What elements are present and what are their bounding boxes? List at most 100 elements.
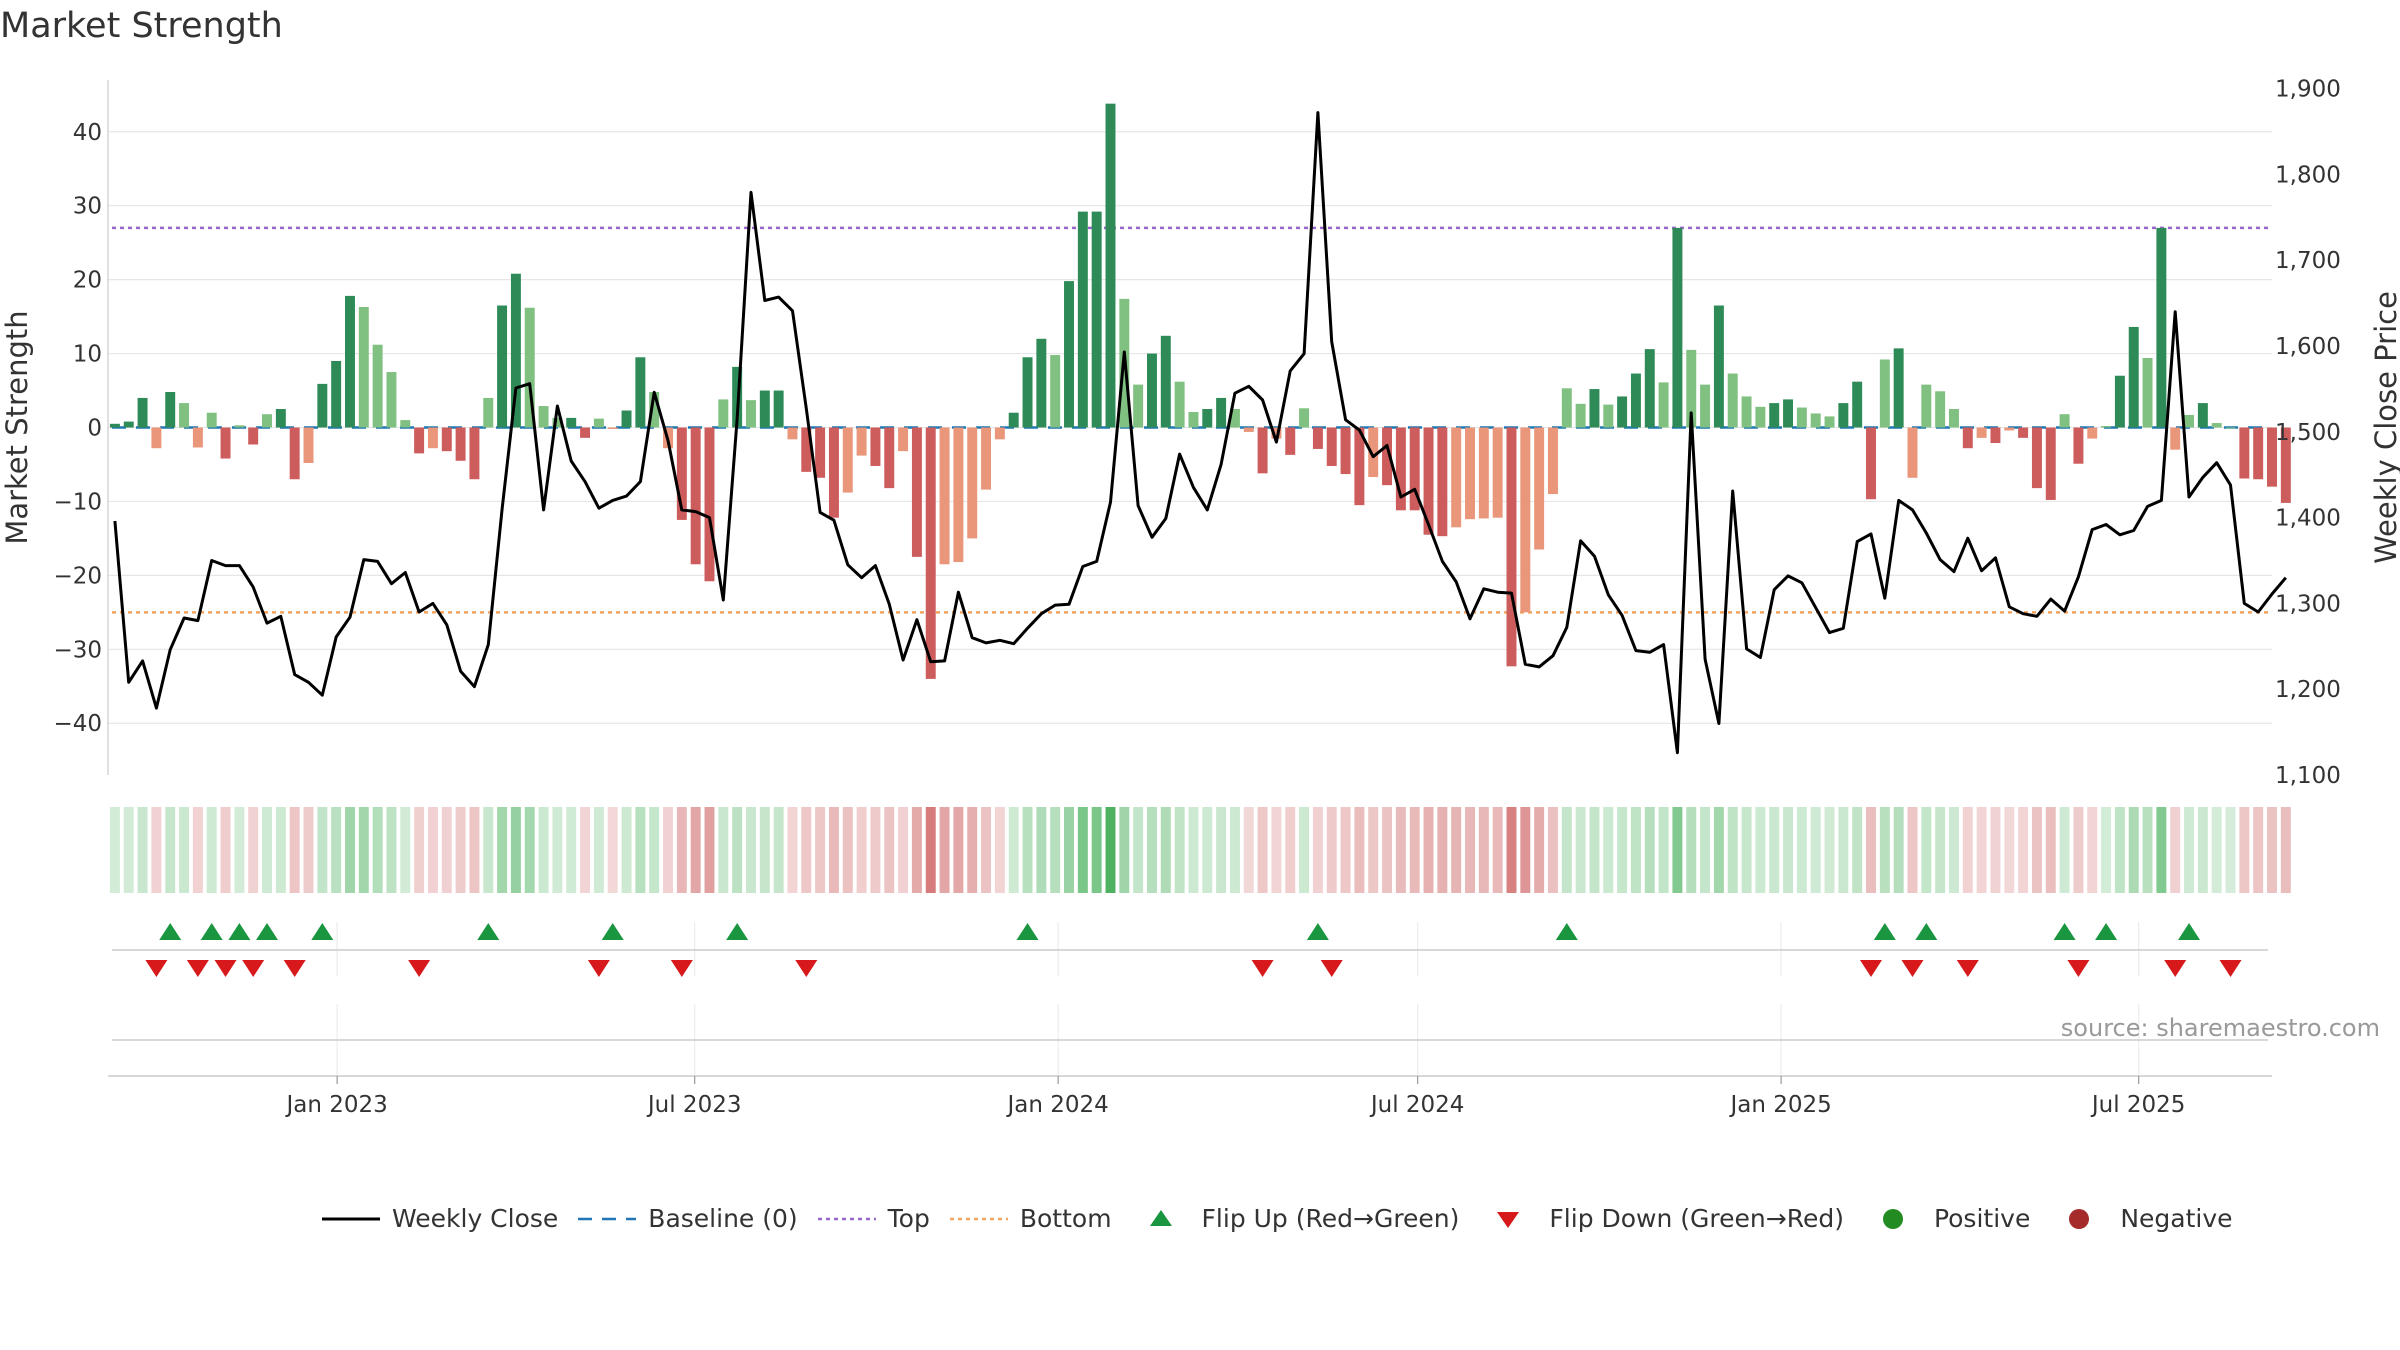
heat-cell xyxy=(1686,807,1697,893)
heat-cell xyxy=(2280,807,2291,893)
heat-cell xyxy=(441,807,452,893)
heat-cell xyxy=(469,807,480,893)
flip-up-marker xyxy=(200,923,223,940)
strength-bar xyxy=(1534,427,1545,550)
flip-down-marker xyxy=(1860,960,1883,977)
heat-cell xyxy=(1838,807,1849,893)
legend-item-flip-down: Flip Down (Green→Red) xyxy=(1479,1204,1844,1233)
strength-bar xyxy=(1188,411,1199,428)
heat-cell xyxy=(2156,807,2167,893)
heat-cell xyxy=(179,807,190,893)
heat-cell xyxy=(870,807,881,893)
heat-cell xyxy=(663,807,673,893)
strength-bar xyxy=(1907,427,1918,478)
strength-bar xyxy=(2253,427,2264,480)
strength-bar xyxy=(2225,427,2236,429)
heat-cell xyxy=(704,807,715,893)
strength-bar xyxy=(1962,427,1973,449)
heat-cell xyxy=(911,807,922,893)
heat-cell xyxy=(2128,807,2139,893)
strength-bar xyxy=(1755,406,1766,428)
right-axis-title: Weekly Close Price xyxy=(2369,291,2400,564)
strength-bar xyxy=(1630,373,1641,428)
negative-dot-icon xyxy=(2069,1208,2090,1229)
flip-up-marker xyxy=(2053,923,2076,940)
heat-cell xyxy=(1022,807,1033,893)
strength-bar xyxy=(1299,408,1310,428)
flip-up-marker xyxy=(601,923,624,940)
flip-up-marker xyxy=(1016,923,1039,940)
strength-bar xyxy=(787,427,798,440)
strength-bar xyxy=(690,427,701,565)
strength-bar xyxy=(1465,427,1475,520)
heat-cell xyxy=(2087,807,2098,893)
flip-down-marker xyxy=(1320,960,1343,977)
strength-bar xyxy=(1008,412,1019,428)
heat-cell xyxy=(248,807,259,893)
right-tick-label: 1,800 xyxy=(2275,162,2341,188)
heat-cell xyxy=(828,807,839,893)
flip-up-marker xyxy=(159,923,182,940)
strength-bar xyxy=(372,344,383,428)
heat-cell xyxy=(2211,807,2222,893)
strength-bar xyxy=(1838,403,1849,428)
strength-bar xyxy=(1603,404,1614,428)
flip-down-icon xyxy=(1497,1211,1520,1228)
strength-bar xyxy=(497,305,508,428)
strength-bar xyxy=(1478,427,1489,519)
heat-cell xyxy=(994,807,1005,893)
heat-cell xyxy=(1368,807,1379,893)
date-tick-label: Jan 2025 xyxy=(1728,1092,1831,1118)
heat-cell xyxy=(2059,807,2070,893)
strength-bar xyxy=(414,427,425,454)
heat-cell xyxy=(1852,807,1863,893)
legend-bottom-swatch xyxy=(949,1217,1008,1220)
heat-cell xyxy=(1893,807,1904,893)
legend-top-label: Top xyxy=(887,1204,930,1233)
flip-down-marker xyxy=(1956,960,1979,977)
heat-cell xyxy=(2239,807,2250,893)
strength-bar xyxy=(1423,427,1434,535)
heat-cell xyxy=(414,807,425,893)
strength-bar xyxy=(331,360,342,428)
strength-bar xyxy=(1229,409,1240,428)
heat-cell xyxy=(317,807,328,893)
strength-bar xyxy=(953,427,964,563)
source-credit: source: sharemaestro.com xyxy=(2060,1014,2380,1042)
strength-bar xyxy=(607,427,618,429)
left-tick-label: 20 xyxy=(73,268,102,294)
strength-bar xyxy=(441,427,452,452)
strength-bar xyxy=(1105,103,1116,428)
left-tick-label: −40 xyxy=(53,711,102,737)
heat-cell xyxy=(137,807,148,893)
strength-bar xyxy=(345,295,355,428)
strength-bar xyxy=(2073,427,2084,464)
heat-cell xyxy=(1478,807,1489,893)
strength-bar xyxy=(2018,427,2029,438)
strength-bar xyxy=(192,427,203,448)
heat-cell xyxy=(2197,807,2208,893)
heat-cell xyxy=(953,807,964,893)
heat-cell xyxy=(2142,807,2153,893)
heat-cell xyxy=(593,807,604,893)
heat-cell xyxy=(1810,807,1821,893)
strength-bar xyxy=(1948,409,1959,428)
heat-cell xyxy=(1451,807,1462,893)
strength-bar xyxy=(676,427,687,520)
flip-up-marker xyxy=(2178,923,2201,940)
strength-bar xyxy=(1935,391,1946,428)
strength-bar xyxy=(898,427,909,452)
legend-item-baseline: Baseline (0) xyxy=(578,1204,798,1233)
right-tick-label: 1,100 xyxy=(2275,763,2341,789)
strength-bar xyxy=(649,392,660,428)
flip-up-marker xyxy=(228,923,251,940)
strength-bar xyxy=(1727,373,1738,428)
left-tick-label: −10 xyxy=(53,489,102,515)
strength-bar xyxy=(925,427,936,679)
heat-cell xyxy=(1091,807,1102,893)
heat-cell xyxy=(1962,807,1973,893)
strength-bar xyxy=(1575,403,1586,428)
strength-bar xyxy=(1312,427,1323,449)
heat-cell xyxy=(1160,807,1171,893)
